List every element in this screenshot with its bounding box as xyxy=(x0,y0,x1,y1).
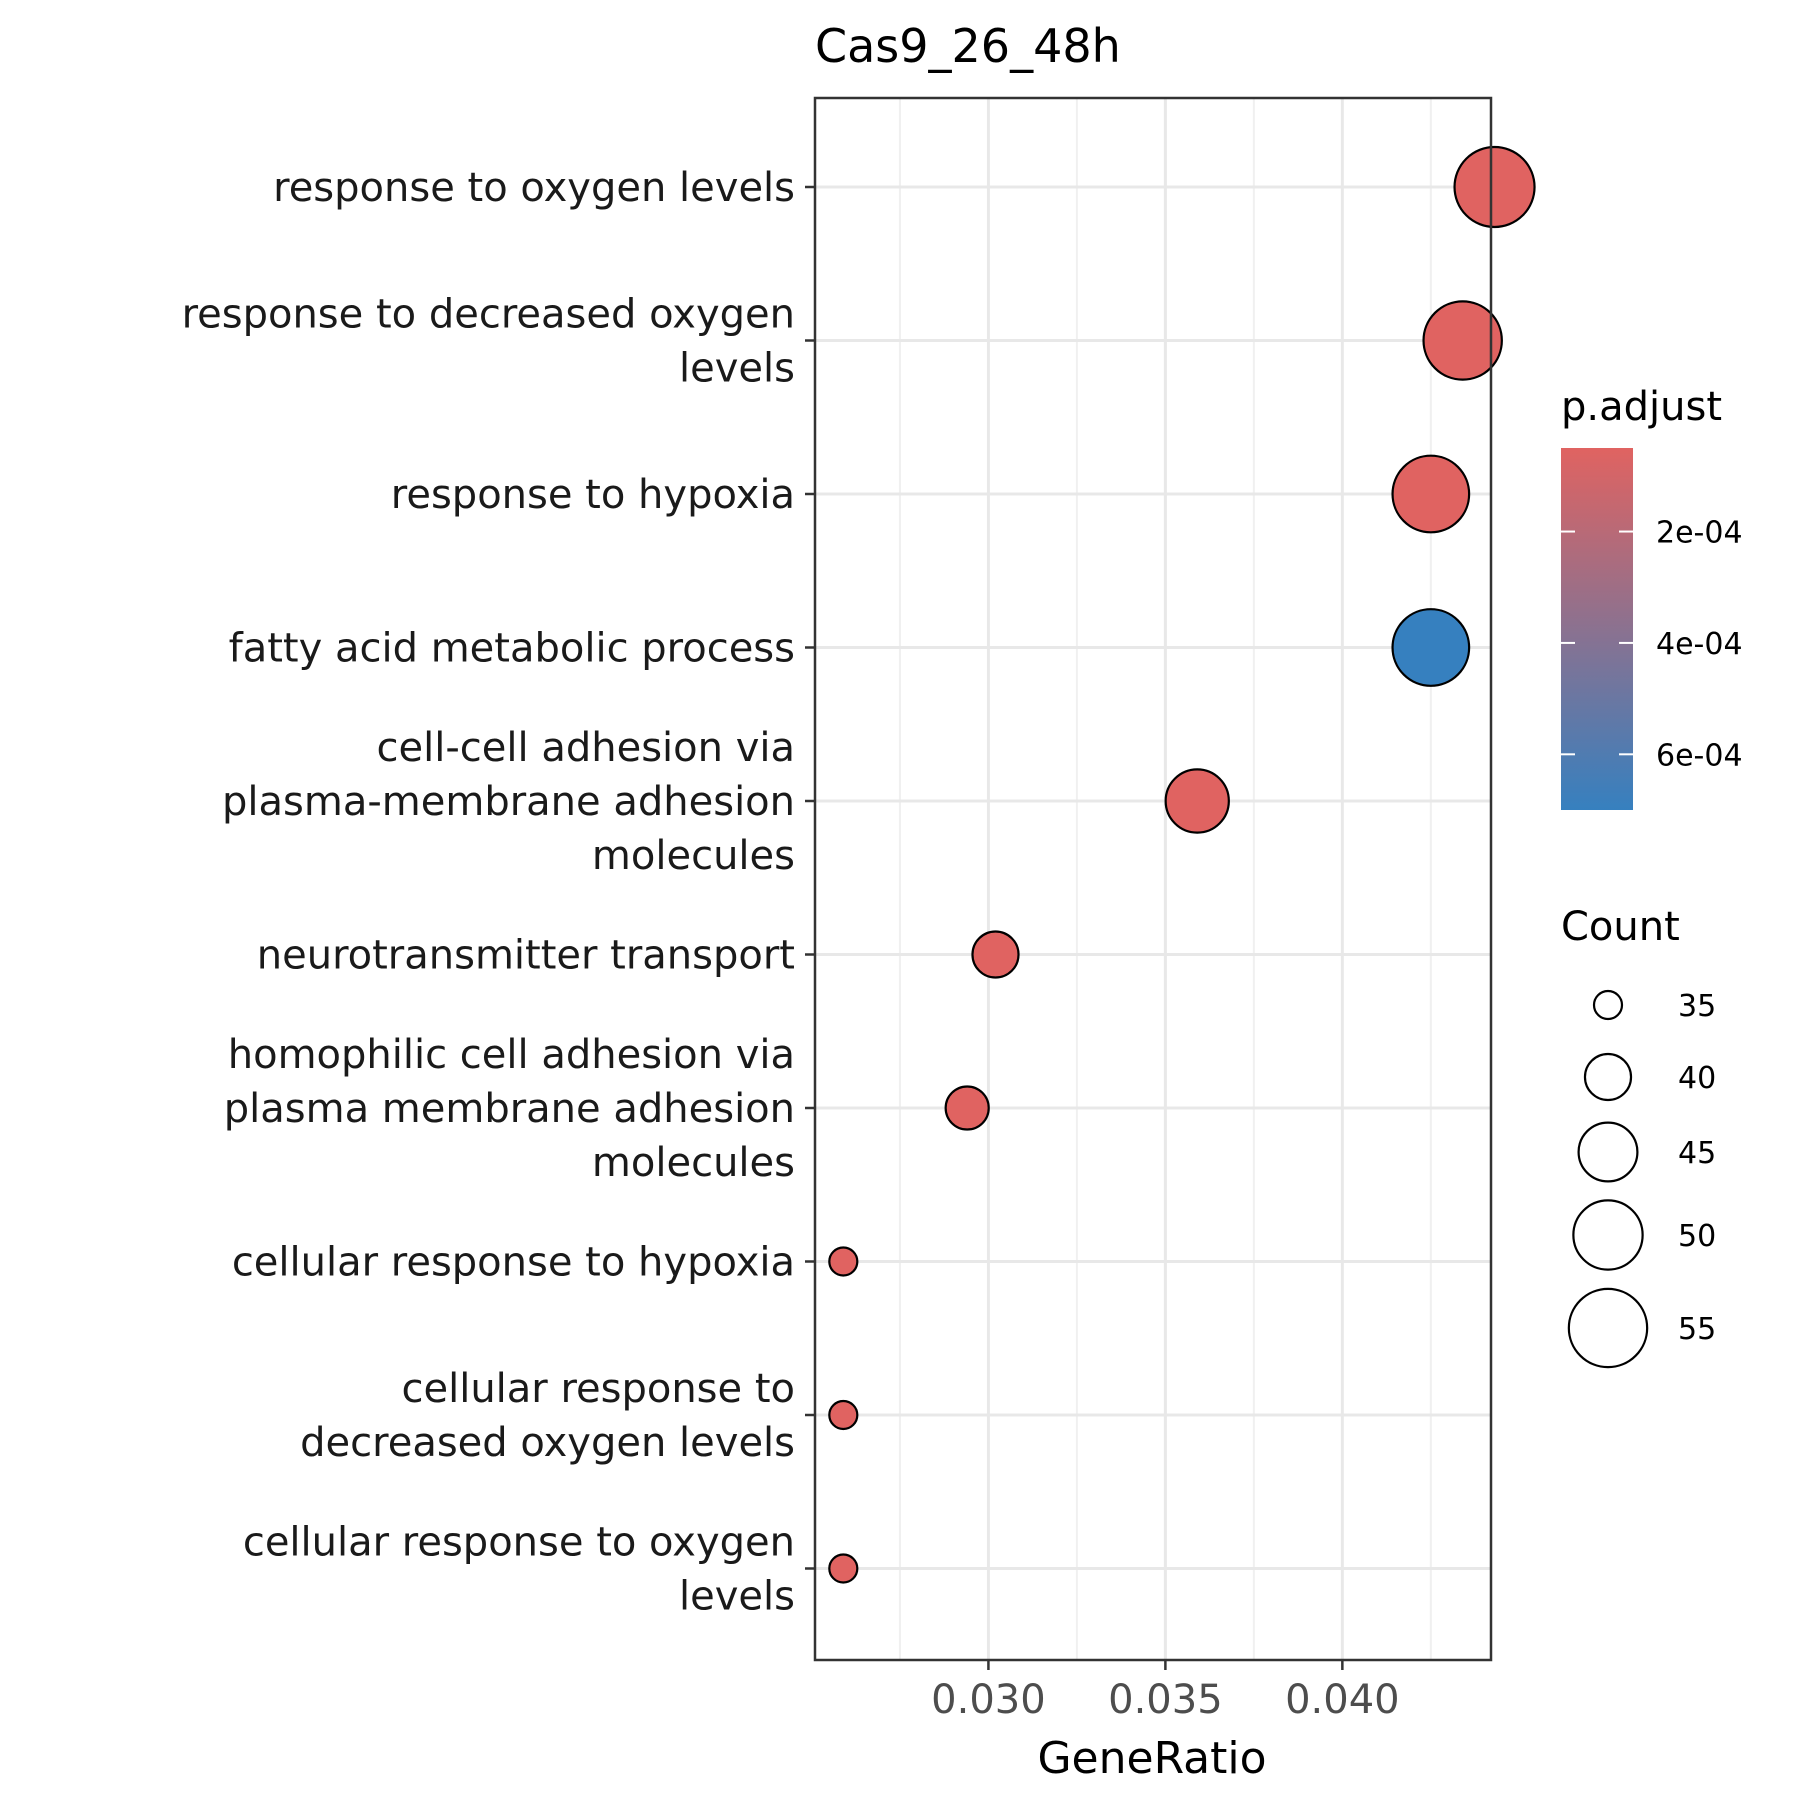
y-category-label: levels xyxy=(679,346,795,392)
color-legend: p.adjust 2e-04 4e-04 6e-04 xyxy=(1561,384,1743,810)
data-point xyxy=(1422,300,1503,381)
y-category-label: plasma membrane adhesion xyxy=(224,1086,795,1132)
y-category-label: levels xyxy=(679,1574,795,1620)
size-legend-key xyxy=(1583,1052,1633,1102)
data-point xyxy=(828,1246,859,1277)
x-tick-label: 0.030 xyxy=(931,1677,1046,1723)
size-legend-key xyxy=(1592,989,1624,1021)
data-point xyxy=(1391,608,1471,687)
data-points xyxy=(813,96,1536,1662)
y-category-label: response to hypoxia xyxy=(391,472,795,518)
size-legend-label: 45 xyxy=(1678,1136,1716,1171)
y-category-label: cellular response to hypoxia xyxy=(232,1240,795,1286)
size-legend-key xyxy=(1572,1199,1644,1271)
x-tick-label: 0.035 xyxy=(1108,1677,1223,1723)
y-category-label: cellular response to xyxy=(401,1366,795,1412)
color-legend-title: p.adjust xyxy=(1561,384,1722,430)
color-legend-label: 4e-04 xyxy=(1656,627,1743,662)
size-legend-label: 50 xyxy=(1678,1219,1716,1254)
y-category-label: response to decreased oxygen xyxy=(182,292,795,338)
data-point xyxy=(944,1085,990,1131)
y-category-label: plasma-membrane adhesion xyxy=(222,779,795,825)
data-point xyxy=(971,930,1020,979)
size-legend-label: 35 xyxy=(1678,989,1716,1024)
y-category-label: molecules xyxy=(592,1140,795,1186)
plot-panel xyxy=(815,98,1491,1660)
size-legend-title: Count xyxy=(1561,904,1680,950)
chart-title: Cas9_26_48h xyxy=(815,19,1121,73)
y-axis-category-labels: response to oxygen levels response to dec… xyxy=(182,165,815,1620)
y-category-label: fatty acid metabolic process xyxy=(229,626,795,672)
data-point xyxy=(1453,145,1536,229)
data-point xyxy=(1164,768,1230,834)
y-category-label: cellular response to oxygen xyxy=(243,1520,795,1566)
size-legend-key xyxy=(1577,1121,1639,1183)
y-category-label: response to oxygen levels xyxy=(273,165,795,211)
color-legend-label: 6e-04 xyxy=(1656,738,1743,773)
size-legend-key xyxy=(1567,1287,1649,1369)
y-category-label: decreased oxygen levels xyxy=(300,1420,795,1466)
color-legend-bar xyxy=(1561,448,1633,810)
color-legend-label: 2e-04 xyxy=(1656,516,1743,551)
size-legend-label: 55 xyxy=(1678,1312,1716,1347)
y-category-label: neurotransmitter transport xyxy=(257,933,795,979)
x-tick-label: 0.040 xyxy=(1285,1677,1400,1723)
y-category-label: homophilic cell adhesion via xyxy=(228,1032,795,1078)
panel-background xyxy=(815,98,1491,1660)
size-legend-label: 40 xyxy=(1678,1061,1716,1096)
size-legend: Count 35 40 45 50 55 xyxy=(1561,904,1716,1369)
panel-border xyxy=(813,96,1493,1662)
data-point xyxy=(828,1553,859,1584)
y-category-label: cell-cell adhesion via xyxy=(377,725,795,771)
data-point xyxy=(828,1399,859,1431)
data-point xyxy=(1391,454,1471,534)
y-category-label: molecules xyxy=(592,833,795,879)
x-axis: 0.030 0.035 0.040 xyxy=(931,1660,1400,1723)
x-axis-title: GeneRatio xyxy=(1037,1733,1266,1784)
